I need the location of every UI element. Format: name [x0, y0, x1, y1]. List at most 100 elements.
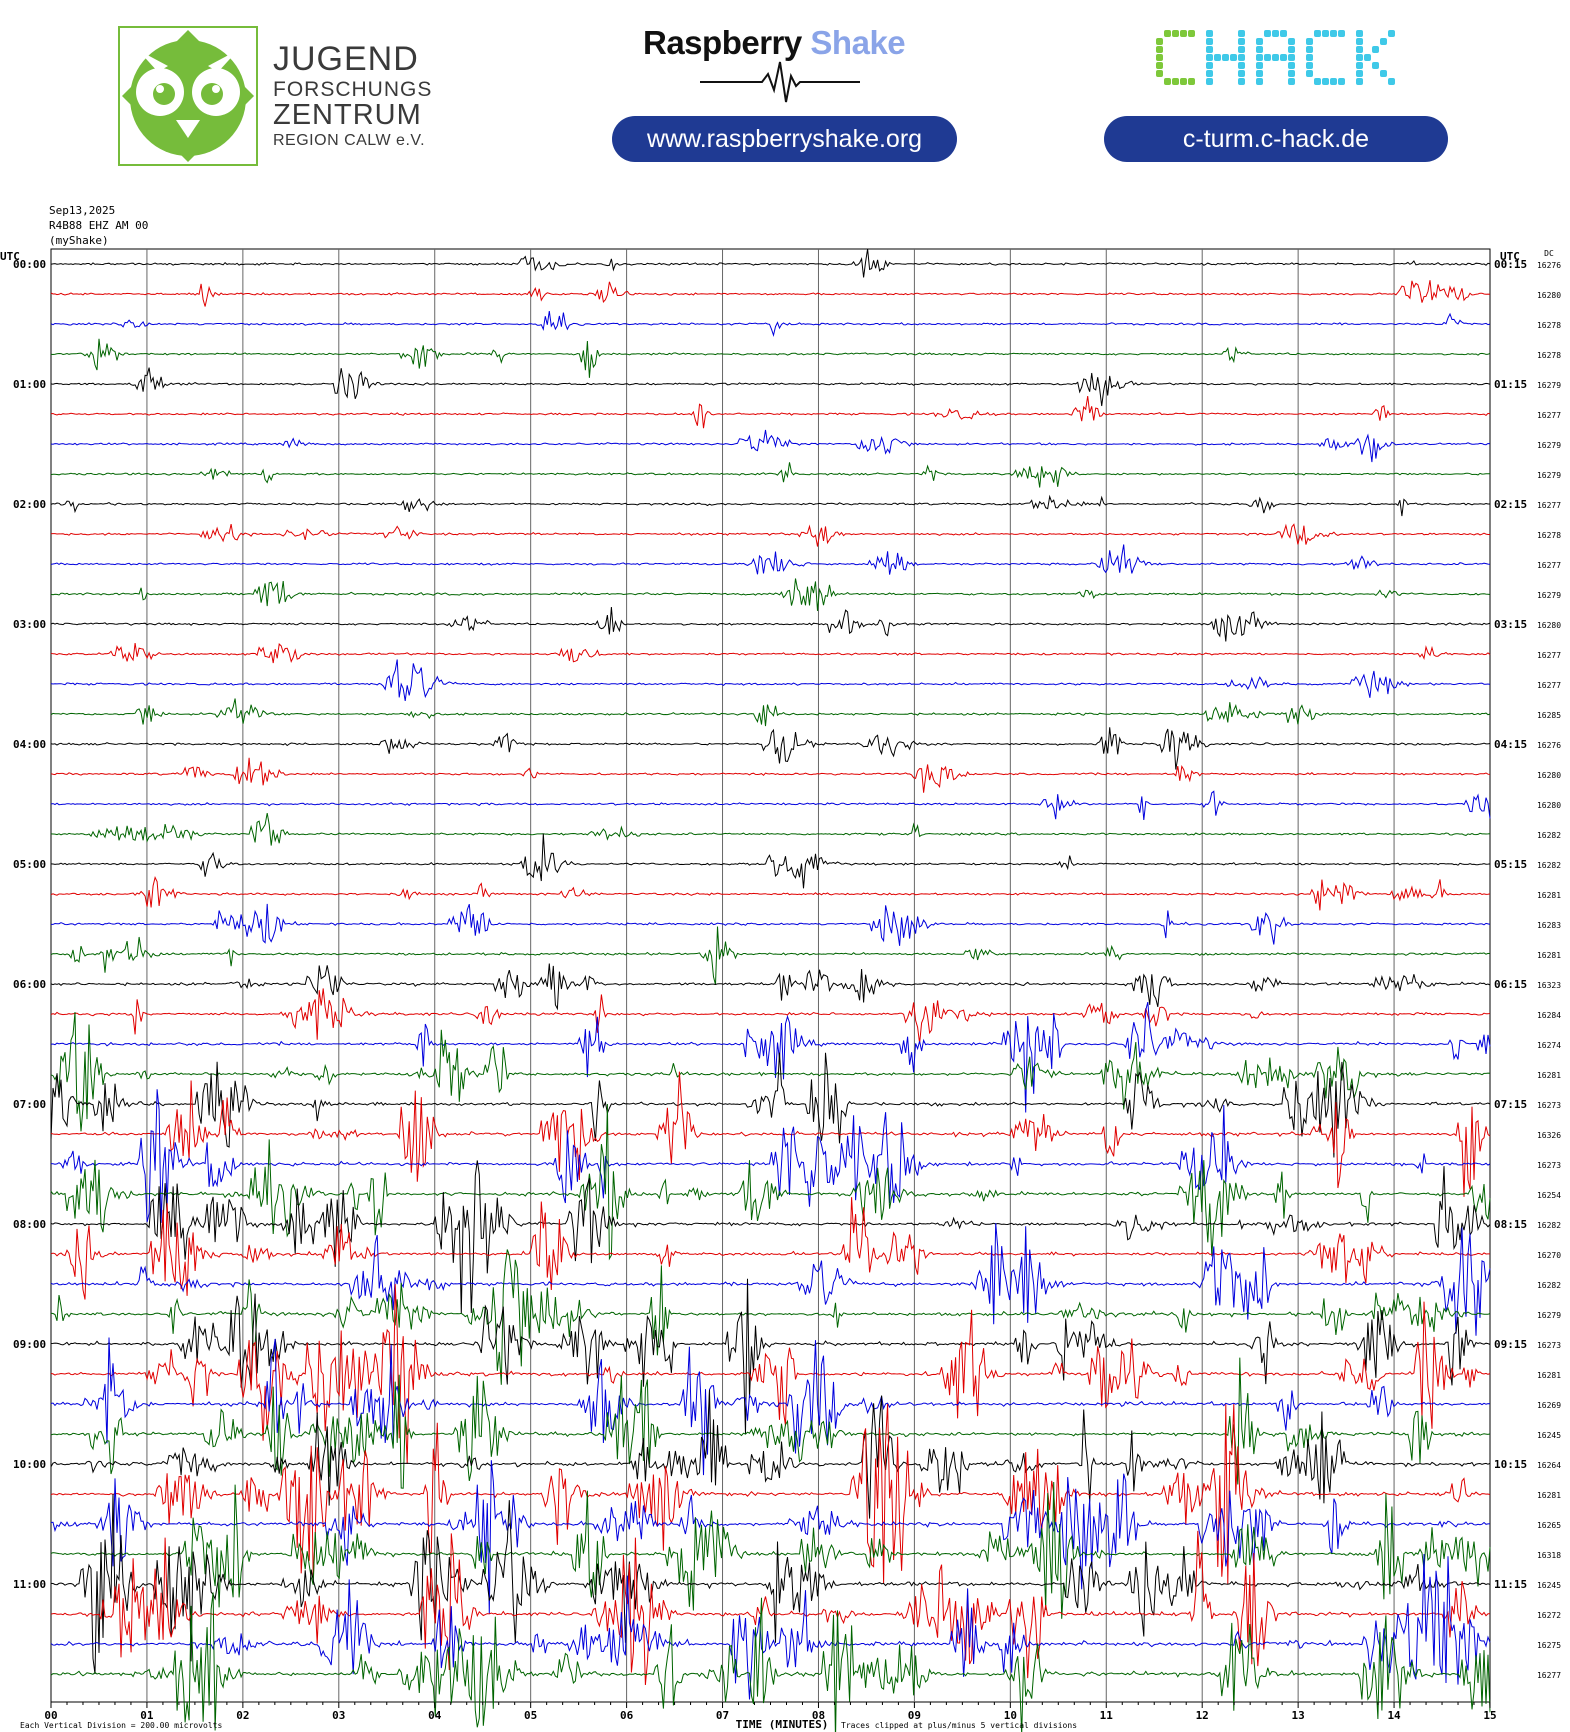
trace-line: [50, 1337, 1491, 1476]
plot-frame: [50, 248, 1491, 1703]
trace-line: [50, 544, 1491, 575]
x-tick-label: 02: [236, 1709, 249, 1722]
dc-offset-label: 16279: [1537, 1311, 1561, 1320]
trace-line: [50, 1249, 1491, 1385]
trace-line: [50, 578, 1491, 611]
dc-offset-label: 16281: [1537, 891, 1561, 900]
x-tick-label: 15: [1483, 1709, 1496, 1722]
dc-offset-label: 16277: [1537, 561, 1561, 570]
chack-url-link[interactable]: c-turm.c-hack.de: [1104, 116, 1448, 162]
trace-line: [50, 1160, 1491, 1314]
dc-offset-label: 16280: [1537, 801, 1561, 810]
trace-line: [50, 1278, 1491, 1435]
trace-line: [50, 988, 1491, 1044]
trace-line: [50, 727, 1491, 770]
dc-offset-label: 16254: [1537, 1191, 1561, 1200]
clipping-note: Traces clipped at plus/minus 5 vertical …: [841, 1721, 1077, 1730]
station-info: Sep13,2025 R4B88 EHZ AM 00 (myShake): [49, 203, 148, 248]
x-tick-label: 12: [1196, 1709, 1209, 1722]
dc-offset-label: 16281: [1537, 1371, 1561, 1380]
trace-line: [50, 833, 1491, 889]
dc-offset-label: 16275: [1537, 1641, 1561, 1650]
dc-offset-label: 16285: [1537, 711, 1561, 720]
dc-offset-label: 16279: [1537, 471, 1561, 480]
left-hour-label: 03:00: [13, 618, 46, 631]
right-hour-label: 04:15: [1494, 738, 1527, 751]
trace-line: [50, 523, 1490, 547]
right-hour-label: 09:15: [1494, 1338, 1527, 1351]
x-tick-label: 00: [44, 1709, 57, 1722]
right-axis-title: UTC: [1500, 250, 1520, 263]
trace-line: [50, 1357, 1491, 1489]
dc-offset-label: 16282: [1537, 861, 1561, 870]
dc-offset-label: 16278: [1537, 351, 1561, 360]
right-hour-label: 11:15: [1494, 1578, 1527, 1591]
dc-column-title: DC: [1544, 249, 1554, 258]
trace-line: [50, 462, 1491, 488]
trace-line: [50, 1223, 1491, 1336]
trace-line: [50, 642, 1491, 664]
trace-line: [50, 876, 1491, 911]
rs-title-accent: Shake: [810, 24, 906, 61]
dc-offset-label: 16278: [1537, 321, 1561, 330]
dc-offset-label: 16326: [1537, 1131, 1561, 1140]
left-hour-label: 11:00: [13, 1578, 46, 1591]
trace-line: [50, 338, 1491, 378]
dc-offset-label: 16318: [1537, 1551, 1561, 1560]
seismic-wave-icon: [700, 61, 860, 103]
x-tick-label: 05: [524, 1709, 537, 1722]
header: JUGEND FORSCHUNGS ZENTRUM REGION CALW e.…: [0, 0, 1570, 190]
right-hour-label: 03:15: [1494, 618, 1527, 631]
dc-offset-label: 16277: [1537, 411, 1561, 420]
right-hour-label: 00:15: [1494, 258, 1527, 271]
trace-line: [50, 1530, 1491, 1686]
dc-offset-label: 16282: [1537, 831, 1561, 840]
trace-line: [50, 494, 1490, 517]
trace-line: [50, 963, 1491, 1011]
jfz-owl-logo: [118, 26, 258, 166]
x-tick-label: 01: [140, 1709, 154, 1722]
dc-offset-label: 16283: [1537, 921, 1561, 930]
trace-line: [50, 698, 1491, 727]
x-tick-label: 11: [1100, 1709, 1114, 1722]
left-hour-label: 04:00: [13, 738, 46, 751]
dc-offset-label: 16264: [1537, 1461, 1561, 1470]
x-tick-label: 14: [1387, 1709, 1401, 1722]
x-tick-label: 04: [428, 1709, 442, 1722]
jfz-line-3: ZENTRUM: [273, 99, 422, 131]
trace-line: [50, 1460, 1491, 1615]
right-hour-label: 02:15: [1494, 498, 1527, 511]
x-tick-label: 10: [1004, 1709, 1017, 1722]
dc-offset-label: 16278: [1537, 531, 1561, 540]
dc-offset-label: 16279: [1537, 441, 1561, 450]
trace-line: [50, 1553, 1491, 1700]
jfz-wordmark: JUGEND FORSCHUNGS ZENTRUM REGION CALW e.…: [273, 42, 432, 149]
right-hour-label: 08:15: [1494, 1218, 1527, 1231]
dc-offset-label: 16279: [1537, 591, 1561, 600]
jfz-line-2: FORSCHUNGS: [273, 78, 433, 101]
raspberry-shake-logo-text: Raspberry Shake: [643, 24, 906, 62]
trace-line: [50, 280, 1491, 307]
dc-offset-label: 16269: [1537, 1401, 1561, 1410]
jfz-line-1: JUGEND: [273, 40, 419, 78]
raspberryshake-url-link[interactable]: www.raspberryshake.org: [612, 116, 957, 162]
dc-offset-label: 16280: [1537, 771, 1561, 780]
dc-offset-label: 16272: [1537, 1611, 1561, 1620]
right-hour-label: 10:15: [1494, 1458, 1527, 1471]
left-hour-label: 07:00: [13, 1098, 46, 1111]
dc-offset-label: 16282: [1537, 1221, 1561, 1230]
x-tick-label: 13: [1292, 1709, 1305, 1722]
record-date: Sep13,2025: [49, 204, 116, 217]
trace-line: [50, 1103, 1491, 1261]
trace-line: [50, 606, 1491, 642]
dc-offset-label: 16273: [1537, 1341, 1561, 1350]
trace-line: [50, 1389, 1491, 1519]
left-hour-label: 02:00: [13, 498, 46, 511]
left-hour-label: 01:00: [13, 378, 46, 391]
trace-line: [50, 311, 1491, 338]
trace-line: [50, 429, 1491, 463]
trace-line: [50, 1001, 1491, 1113]
dc-offset-label: 16245: [1537, 1581, 1561, 1590]
dc-offset-label: 16277: [1537, 651, 1561, 660]
